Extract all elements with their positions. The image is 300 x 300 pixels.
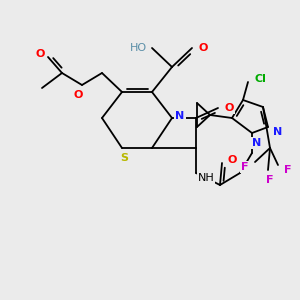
Text: N: N: [176, 111, 184, 121]
Text: O: O: [73, 90, 83, 100]
Text: N: N: [252, 138, 262, 148]
Text: O: O: [198, 43, 208, 53]
Text: N: N: [273, 127, 283, 137]
Text: S: S: [120, 153, 128, 163]
Text: F: F: [266, 175, 274, 185]
Text: O: O: [227, 155, 237, 165]
Text: F: F: [241, 162, 249, 172]
Text: HO: HO: [129, 43, 147, 53]
Text: O: O: [35, 49, 45, 59]
Text: F: F: [284, 165, 292, 175]
Text: Cl: Cl: [254, 74, 266, 84]
Text: NH: NH: [198, 173, 214, 183]
Text: O: O: [224, 103, 234, 113]
